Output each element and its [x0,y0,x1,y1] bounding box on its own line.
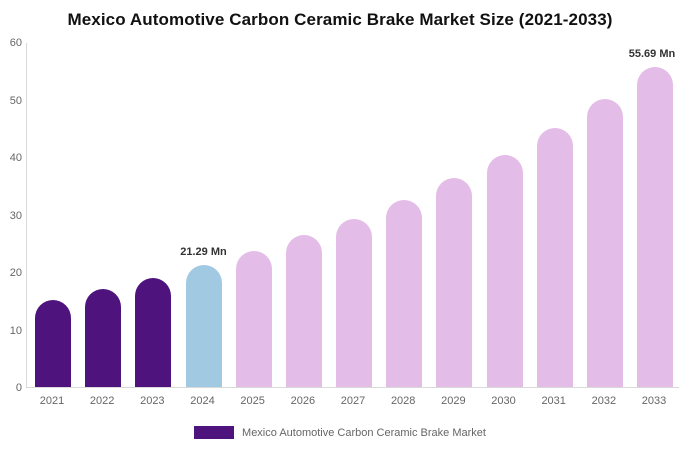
chart-title: Mexico Automotive Carbon Ceramic Brake M… [67,10,613,29]
bar-2031[interactable] [536,128,573,387]
x-axis-label: 2021 [39,395,65,407]
x-axis-label: 2024 [190,395,215,407]
value-label: 21.29 Mn [180,245,227,258]
x-axis-label: 2029 [441,395,466,407]
x-axis-label: 2028 [390,395,416,407]
bar-2033[interactable] [637,66,674,387]
bar-2026[interactable] [285,235,322,387]
bar-2021[interactable] [35,299,71,387]
legend-label: Mexico Automotive Carbon Ceramic Brake M… [242,426,486,439]
legend-swatch-icon [194,426,235,439]
bar-2030[interactable] [486,154,523,387]
plot-area: 21.29 Mn 55.69 Mn [26,43,679,388]
x-axis-label: 2031 [541,395,566,407]
y-axis-tick-label: 50 [9,94,22,107]
bar-2025[interactable] [235,250,272,387]
x-axis-label: 2027 [340,395,366,407]
x-axis-label: 2032 [591,395,617,407]
y-axis-tick-label: 40 [9,152,22,164]
y-axis-tick-label: 30 [9,209,22,222]
value-label: 55.69 Mn [628,47,676,60]
x-axis-label: 2030 [491,395,516,407]
legend-item[interactable]: Mexico Automotive Carbon Ceramic Brake M… [194,426,486,439]
y-axis-tick-label: 10 [9,324,22,337]
bar-2022[interactable] [85,288,122,387]
y-axis-tick-label: 0 [15,382,22,394]
x-axis-label: 2022 [89,395,115,407]
bar-2027[interactable] [336,218,373,387]
x-axis-label: 2023 [140,395,165,407]
x-axis-label: 2026 [290,395,316,407]
bar-2029[interactable] [436,178,473,387]
legend: Mexico Automotive Carbon Ceramic Brake M… [0,426,680,439]
x-axis-label: 2025 [240,395,265,407]
bar-2028[interactable] [386,199,423,387]
bar-2024[interactable] [185,264,222,387]
x-axis-label: 2033 [641,395,667,407]
y-axis-tick-label: 60 [9,37,22,49]
y-axis-tick-label: 20 [9,267,22,279]
bar-2032[interactable] [586,98,623,387]
bar-2023[interactable] [135,277,172,387]
